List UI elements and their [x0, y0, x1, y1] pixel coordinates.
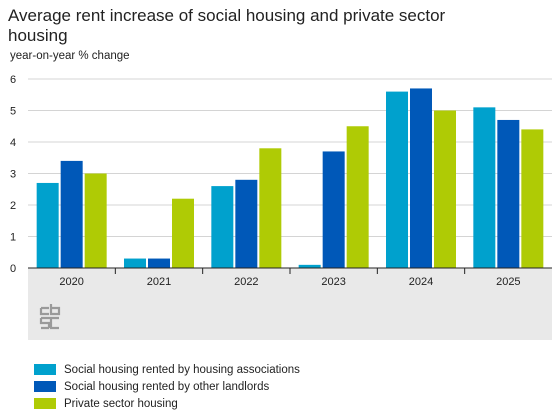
- y-axis-label: year-on-year % change: [10, 50, 130, 62]
- bar: [172, 198, 194, 268]
- bar: [521, 129, 544, 268]
- y-tick-label: 1: [10, 232, 16, 244]
- bar: [322, 151, 345, 268]
- bar: [386, 91, 408, 268]
- legend-item: Private sector housing: [34, 395, 300, 412]
- bar: [473, 107, 496, 268]
- x-tick-label: 2022: [234, 276, 258, 288]
- bar: [124, 258, 146, 268]
- x-tick-label: 2021: [147, 276, 171, 288]
- y-tick-label: 2: [10, 200, 16, 212]
- bar: [148, 258, 170, 268]
- legend-item: Social housing rented by other landlords: [34, 378, 300, 395]
- x-axis-band: [28, 268, 552, 340]
- bar: [36, 182, 59, 268]
- x-tick-label: 2020: [59, 276, 83, 288]
- x-tick-label: 2024: [409, 276, 433, 288]
- y-tick-label: 3: [10, 169, 16, 181]
- cbs-logo-icon: [39, 304, 61, 330]
- bars: [36, 88, 544, 268]
- bar: [434, 110, 456, 268]
- legend-label: Social housing rented by housing associa…: [64, 363, 300, 376]
- legend-label: Social housing rented by other landlords: [64, 380, 270, 393]
- bar: [259, 148, 282, 268]
- bar: [298, 264, 321, 268]
- y-tick-label: 6: [10, 74, 16, 86]
- bar: [211, 186, 234, 268]
- chart-title: Average rent increase of social housing …: [8, 6, 446, 45]
- bar: [60, 160, 83, 268]
- y-tick-label: 0: [10, 263, 16, 275]
- bar: [235, 179, 258, 268]
- bar-chart: 0 1 2 3 4 5 6 2020 2021 2022 2023 2024 2025: [10, 74, 552, 340]
- legend: Social housing rented by housing associa…: [34, 361, 300, 412]
- bar: [497, 119, 520, 268]
- legend-label: Private sector housing: [64, 397, 178, 410]
- y-tick-label: 4: [10, 137, 16, 149]
- legend-swatch: [34, 364, 56, 375]
- x-tick-label: 2023: [321, 276, 345, 288]
- legend-item: Social housing rented by housing associa…: [34, 361, 300, 378]
- logo-stroke-c: [39, 306, 49, 316]
- bar: [346, 126, 369, 268]
- legend-swatch: [34, 381, 56, 392]
- bar: [84, 173, 107, 268]
- y-tick-label: 5: [10, 106, 16, 118]
- x-tick-label: 2025: [496, 276, 520, 288]
- axes: 0 1 2 3 4 5 6 2020 2021 2022 2023 2024 2025: [10, 74, 552, 288]
- bar: [410, 88, 432, 268]
- logo-stroke-s: [39, 316, 59, 330]
- legend-swatch: [34, 398, 56, 409]
- grid-lines: [28, 78, 552, 340]
- logo-stroke-b: [49, 304, 61, 316]
